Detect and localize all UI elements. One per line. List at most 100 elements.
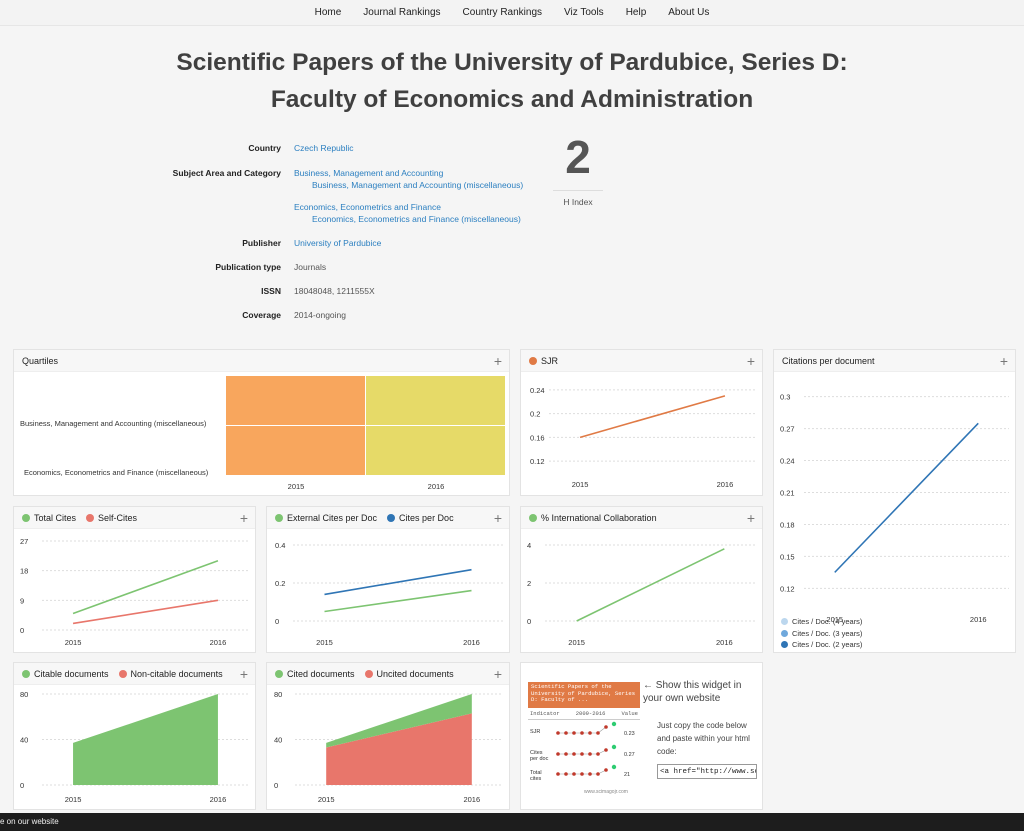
cpd-legend-4y[interactable]: Cites / Doc. (4 years) [781, 616, 862, 628]
legend-non-citable-docs[interactable]: Non-citable documents [118, 669, 223, 679]
x-tick-label: 2015 [65, 795, 82, 804]
y-tick-label: 0.18 [780, 520, 795, 529]
expand-plus-icon[interactable]: + [999, 353, 1008, 369]
legend-external-cites[interactable]: External Cites per Doc [275, 513, 377, 523]
bottom-bar: e on our website [0, 813, 1024, 831]
expand-plus-icon[interactable]: + [493, 510, 502, 526]
x-tick-label: 2016 [463, 638, 480, 647]
quartile-cell-2-2015 [226, 426, 365, 475]
y-tick-label: 0.27 [780, 425, 795, 434]
h-index-value: 2 [565, 131, 591, 183]
subject-area-link-1[interactable]: Business, Management and Accounting [294, 168, 444, 178]
citable-docs-card: Citable documents Non-citable documents … [13, 662, 256, 810]
expand-plus-icon[interactable]: + [239, 666, 248, 682]
widget-row3-label-b: cites [530, 776, 542, 782]
expand-plus-icon[interactable]: + [746, 510, 755, 526]
subject-category-link-2[interactable]: Economics, Econometrics and Finance (mis… [312, 214, 521, 224]
legend-dot-icon [781, 618, 788, 625]
x-tick-label: 2015 [826, 615, 843, 624]
widget-col-years: 2009-2016 [575, 710, 606, 717]
cited-docs-card: Cited documents Uncited documents + 0 40 8… [266, 662, 510, 810]
legend-intl-collab[interactable]: % International Collaboration [529, 513, 657, 523]
widget-copy-instructions: Just copy the code below and paste withi… [657, 721, 750, 756]
subject-category-link-1[interactable]: Business, Management and Accounting (mis… [312, 180, 524, 190]
widget-spark-dot [604, 725, 608, 729]
quartile-cell-1-2015 [226, 376, 365, 425]
y-tick-label: 0.12 [530, 457, 545, 466]
widget-card: Scientific Papers of the University of P… [520, 662, 763, 810]
legend-cited-docs[interactable]: Cited documents [275, 669, 355, 679]
widget-spark-dot [564, 731, 568, 735]
y-tick-label: 0.12 [780, 584, 795, 593]
country-link[interactable]: Czech Republic [294, 143, 354, 153]
widget-spark-dot [580, 752, 584, 756]
y-tick-label: 0 [20, 781, 24, 790]
y-tick-label: 0.24 [530, 386, 545, 395]
legend-uncited-docs[interactable]: Uncited documents [364, 669, 454, 679]
x-tick-label: 2016 [210, 795, 227, 804]
expand-plus-icon[interactable]: + [239, 510, 248, 526]
publisher-link[interactable]: University of Pardubice [294, 238, 382, 248]
y-tick-label: 80 [20, 690, 28, 699]
quartiles-chart: Business, Management and Accounting (mis… [20, 376, 505, 491]
citations-per-doc-card: Citations per document + 0.12 0.15 0.18 0.21… [773, 349, 1016, 653]
nav-about-us[interactable]: About Us [668, 7, 710, 18]
nav-help[interactable]: Help [625, 7, 647, 18]
y-tick-label: 0 [275, 617, 279, 626]
legend-self-cites[interactable]: Self-Cites [86, 513, 137, 523]
y-tick-label: 0.3 [780, 393, 790, 402]
widget-spark-end-dot [611, 764, 617, 770]
line-series-2 [324, 568, 472, 596]
widget-spark-dot [588, 752, 592, 756]
y-tick-label: 0 [274, 781, 278, 790]
widget-spark-dot [588, 731, 592, 735]
area-series-1 [73, 694, 218, 785]
y-tick-label: 4 [527, 541, 531, 550]
expand-plus-icon[interactable]: + [746, 353, 755, 369]
cpd-legend-2y[interactable]: Cites / Doc. (2 years) [781, 639, 862, 651]
widget-row2-value: 0.27 [624, 752, 635, 758]
legend-total-cites[interactable]: Total Cites [22, 513, 76, 523]
widget-row2-label-a: Cites [530, 750, 543, 756]
expand-plus-icon[interactable]: + [493, 353, 502, 369]
legend-dot-icon [781, 641, 788, 648]
widget-code-input[interactable]: <a href="http://www.scima [657, 764, 757, 779]
legend-dot-icon [781, 629, 788, 637]
widget-spark-dot [596, 772, 600, 776]
widget-spark-dot [564, 772, 568, 776]
widget-col-indicator: Indicator [530, 710, 560, 717]
y-tick-label: 80 [274, 690, 282, 699]
legend-dot-icon [118, 669, 127, 678]
widget-thumbnail[interactable]: Scientific Papers of the University of P… [528, 682, 640, 797]
citations-per-doc-chart: 0.12 0.15 0.18 0.21 0.24 0.27 0.3 2015 2016 [780, 393, 1009, 624]
quartiles-x-tick-2015: 2015 [288, 482, 305, 491]
area-series-1 [326, 713, 472, 785]
y-tick-label: 27 [20, 537, 28, 546]
widget-row1-value: 0.23 [624, 731, 635, 737]
y-tick-label: 40 [20, 736, 28, 745]
legend-citable-docs[interactable]: Citable documents [22, 669, 109, 679]
legend-dot-icon [364, 669, 373, 678]
legend-dot-icon [529, 513, 537, 522]
widget-spark-dot [572, 752, 576, 756]
expand-plus-icon[interactable]: + [493, 666, 502, 682]
legend-dot-icon [275, 513, 283, 522]
nav-home[interactable]: Home [314, 7, 342, 18]
subject-area-link-2[interactable]: Economics, Econometrics and Finance [294, 202, 441, 212]
nav-journal-rankings[interactable]: Journal Rankings [363, 7, 441, 18]
legend-cites-per-doc[interactable]: Cites per Doc [387, 513, 454, 523]
x-tick-label: 2015 [568, 638, 585, 647]
y-tick-label: 0.2 [275, 579, 285, 588]
x-tick-label: 2016 [970, 615, 987, 624]
widget-spark-end-dot [611, 721, 617, 727]
y-tick-label: 0.21 [780, 489, 795, 498]
cpd-legend-3y[interactable]: Cites / Doc. (3 years) [781, 628, 862, 640]
widget-spark-dot [596, 752, 600, 756]
widget-row1-label: SJR [530, 729, 540, 735]
y-tick-label: 0.16 [530, 433, 545, 442]
nav-country-rankings[interactable]: Country Rankings [462, 7, 543, 18]
nav-viz-tools[interactable]: Viz Tools [564, 7, 604, 18]
line-series-1 [72, 560, 219, 615]
widget-spark-dot [564, 752, 568, 756]
y-tick-label: 0.24 [780, 457, 795, 466]
